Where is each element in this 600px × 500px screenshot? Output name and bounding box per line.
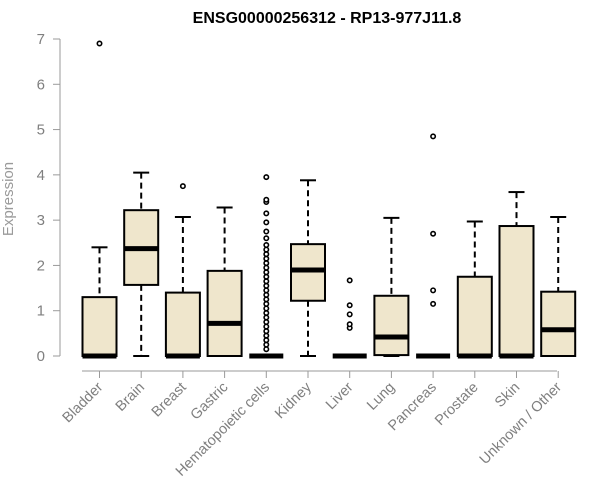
y-tick-label: 2 xyxy=(37,257,45,274)
box-body xyxy=(164,291,201,358)
box-body xyxy=(540,290,577,357)
outlier-point xyxy=(263,196,270,203)
chart-title: ENSG00000256312 - RP13-977J11.8 xyxy=(193,10,462,27)
outlier-point xyxy=(346,321,353,328)
y-tick-label: 3 xyxy=(37,212,45,229)
y-axis-title: Expression xyxy=(0,162,17,236)
outlier-point xyxy=(346,311,353,318)
y-tick-label: 4 xyxy=(37,167,45,184)
box-body xyxy=(456,275,493,357)
box-group xyxy=(123,171,160,357)
box-group xyxy=(540,215,577,357)
box-group xyxy=(498,191,535,359)
outlier-point xyxy=(263,228,270,235)
box-group xyxy=(81,40,118,359)
outlier-point xyxy=(430,300,437,307)
x-tick-label: Brain xyxy=(113,380,148,415)
outlier-point xyxy=(263,210,270,217)
outlier-point xyxy=(346,277,353,284)
box-body xyxy=(498,225,535,357)
box-group xyxy=(332,277,367,359)
box-group xyxy=(206,206,243,357)
outlier-point xyxy=(263,219,270,226)
y-tick-label: 5 xyxy=(37,122,45,139)
outlier-point xyxy=(263,242,270,249)
outlier-point xyxy=(430,287,437,294)
x-tick-label: Kidney xyxy=(272,379,315,422)
box-group xyxy=(249,174,284,359)
y-ticks: 0 1 2 3 4 5 6 7 xyxy=(37,31,60,365)
outlier-point xyxy=(96,40,103,47)
outlier-point xyxy=(346,302,353,309)
outlier-point xyxy=(430,133,437,140)
box-group xyxy=(373,216,410,357)
x-tick-label: Skin xyxy=(492,380,523,411)
box-group xyxy=(456,220,493,359)
x-tick-label: Lung xyxy=(364,380,398,414)
boxes xyxy=(81,40,577,359)
x-tick-label: Liver xyxy=(323,379,357,413)
x-tick-label: Breast xyxy=(149,380,190,421)
x-tick-label: Bladder xyxy=(60,379,107,426)
y-tick-label: 0 xyxy=(37,348,45,365)
y-tick-label: 6 xyxy=(37,76,45,93)
box-body xyxy=(81,296,118,357)
box-group xyxy=(416,133,451,359)
box-group xyxy=(290,179,326,357)
outlier-point xyxy=(263,235,270,242)
outlier-point xyxy=(263,174,270,181)
box-body xyxy=(206,269,243,357)
box-group xyxy=(164,183,201,359)
box-body xyxy=(373,294,410,357)
outlier-point xyxy=(430,230,437,237)
y-tick-label: 1 xyxy=(37,303,45,320)
outlier-point xyxy=(179,183,186,190)
x-tick-label: Prostate xyxy=(432,380,481,429)
y-tick-label: 7 xyxy=(37,31,45,48)
